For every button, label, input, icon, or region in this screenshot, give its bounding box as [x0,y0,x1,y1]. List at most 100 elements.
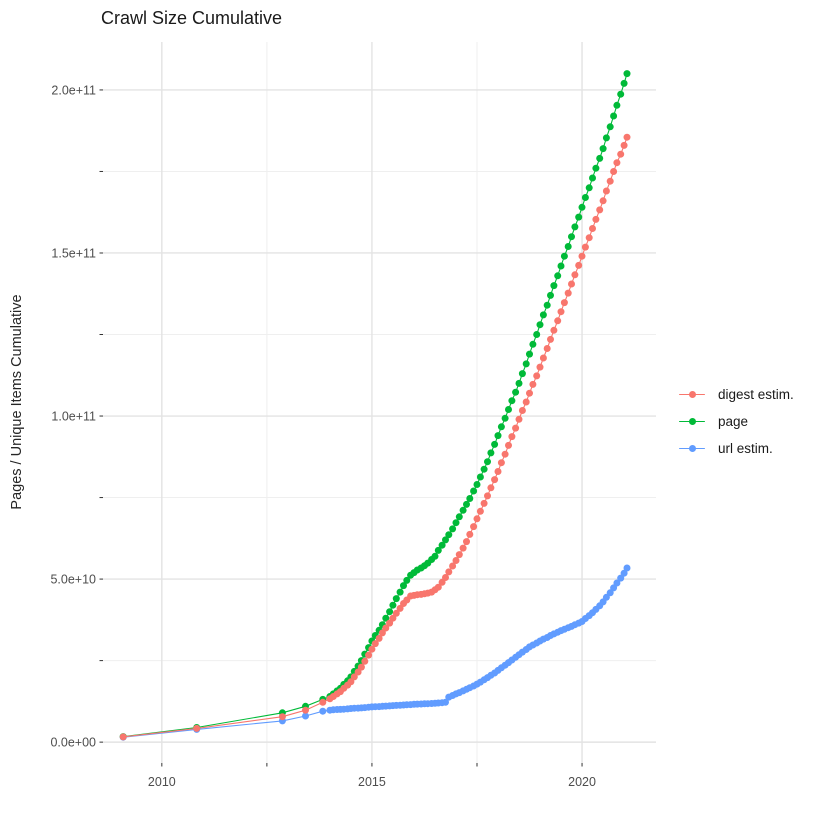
data-point [606,589,614,597]
data-point [400,582,407,590]
data-point [505,406,512,413]
data-point [518,407,526,414]
data-point [452,519,460,527]
data-point [606,123,614,131]
data-point [389,614,397,622]
data-point [547,335,554,343]
data-point [480,499,488,507]
data-point [193,724,201,732]
data-point [434,583,442,591]
data-point [599,197,607,205]
data-point [539,354,547,362]
data-point [466,530,474,538]
data-point [449,562,457,570]
data-point [470,487,478,495]
data-point [575,261,583,269]
x-tick-label: 2010 [148,775,176,789]
data-point [568,233,575,241]
data-point [466,495,474,502]
data-point [533,331,541,338]
gridlines-major [103,42,656,763]
data-point [606,177,614,185]
data-point [302,706,309,714]
data-point [554,272,562,280]
data-point [438,541,446,549]
data-point [578,203,586,211]
data-point [560,252,568,260]
data-point [564,289,572,297]
data-point [581,194,589,201]
data-point [575,213,583,221]
legend: digest estim. page url estim. [679,381,794,462]
axis-tick-labels: 2010 2015 2020 0.0e+00 5.0e+10 1.0e+11 1.5e+11… [50,83,596,789]
data-point [319,707,327,715]
data-point [403,576,411,584]
legend-key-dot-icon [688,445,696,452]
data-point [585,184,593,192]
data-point [302,712,309,720]
data-point [512,388,520,396]
y-tick-label: 5.0e+10 [50,573,96,587]
data-point [571,223,579,231]
data-point [557,308,565,316]
data-point [536,363,544,371]
data-point [526,350,533,358]
data-point [550,282,558,290]
data-point [596,206,604,214]
data-point [347,678,355,686]
data-point [491,440,499,448]
data-point [589,174,596,182]
legend-label: digest estim. [718,387,794,402]
data-point [382,624,390,632]
legend-key [679,388,705,402]
data-point [617,574,625,582]
data-point [560,299,568,307]
x-tick-label: 2015 [358,775,386,789]
data-point [620,141,628,149]
y-tick-label: 0.0e+00 [50,736,96,750]
data-point [613,579,621,587]
data-point [480,465,488,473]
data-point [487,449,495,457]
data-point [354,668,362,676]
gridlines-minor [103,42,656,763]
data-point [442,698,449,706]
data-point [585,234,593,242]
data-point [319,698,327,706]
data-point [463,500,470,508]
data-point [378,629,386,637]
data-point [547,291,554,299]
data-point [620,569,628,577]
data-point [442,536,449,544]
data-point [602,187,610,195]
data-point [533,372,541,380]
data-point [526,389,533,397]
data-point [620,79,628,87]
data-point [392,595,400,603]
data-point [392,609,400,617]
data-point [484,458,491,466]
data-point [476,473,484,481]
legend-item-page: page [679,408,794,435]
x-tick-label: 2020 [568,775,596,789]
data-point [455,551,463,559]
series-page [119,70,631,741]
data-point [494,468,502,475]
data-point [459,544,467,552]
data-point [623,564,631,572]
data-point [529,380,537,388]
data-point [350,673,358,681]
data-point [357,663,365,671]
data-point [449,525,457,533]
data-point [463,538,470,546]
data-point [368,645,376,653]
data-point [389,601,397,609]
data-point [497,459,505,467]
data-point [568,280,575,288]
data-point [610,112,618,120]
data-point [442,574,449,581]
data-point [473,481,481,488]
legend-item-digest-estim: digest estim. [679,381,794,408]
